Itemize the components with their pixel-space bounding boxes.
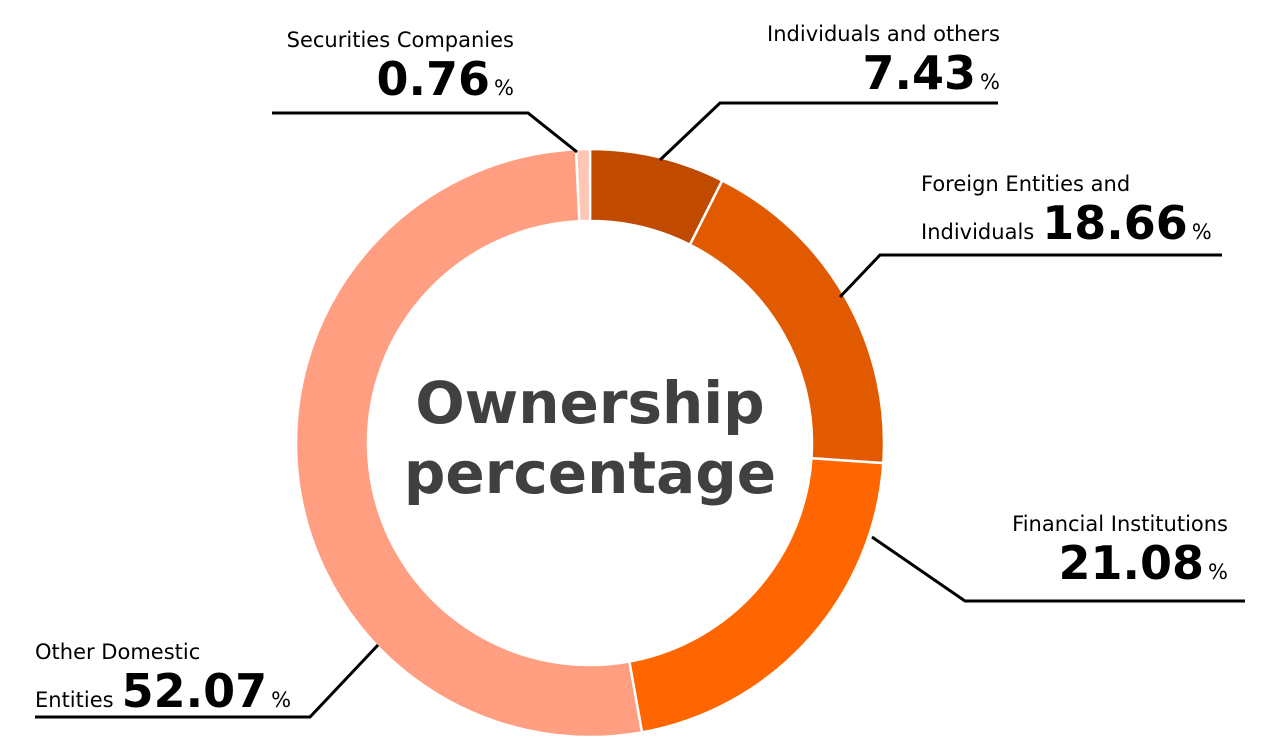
leader-line [871, 535, 1245, 603]
unit-label: % [1191, 220, 1212, 244]
unit-label: % [271, 688, 292, 712]
leader-line [658, 101, 998, 162]
slice-label: Securities Companies 0.76% [287, 26, 514, 104]
category-label: Individuals and others [767, 22, 1000, 46]
category-label: Securities Companies [286, 28, 514, 52]
category-label: Foreign Entities and Individuals [921, 172, 1131, 244]
leader-line [272, 111, 578, 154]
value-label: 52.07 [121, 664, 268, 718]
category-label: Other Domestic Entities [35, 640, 201, 712]
slice-label: Individuals and others 7.43% [767, 20, 1000, 98]
unit-label: % [494, 76, 514, 100]
donut-slice [294, 148, 644, 739]
value-label: 21.08 [1058, 536, 1205, 590]
value-label: 0.76 [376, 52, 491, 106]
slice-label: Financial Institutions 21.08% [1012, 510, 1228, 588]
value-label: 7.43 [862, 46, 977, 100]
leader-line [35, 643, 380, 719]
unit-label: % [980, 70, 1000, 94]
donut-slice [574, 147, 592, 223]
leader-line [838, 253, 1222, 299]
unit-label: % [1208, 560, 1228, 584]
slice-label: Foreign Entities and Individuals 18.66% [921, 170, 1212, 248]
value-label: 18.66 [1042, 196, 1188, 250]
category-label: Financial Institutions [1012, 512, 1228, 536]
slice-label: Other Domestic Entities 52.07% [35, 638, 291, 716]
chart-title: Ownership percentage [403, 369, 777, 507]
